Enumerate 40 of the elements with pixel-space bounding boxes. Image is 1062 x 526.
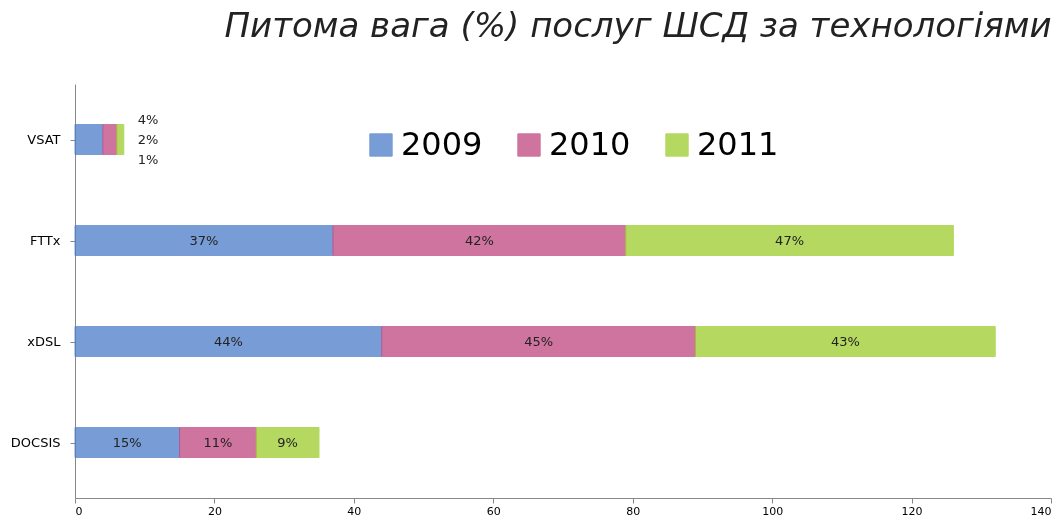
chart-title: Питома вага (%) послуг ШСД за технологіями	[224, 5, 1052, 45]
data-label: 4%	[137, 111, 159, 127]
bar	[625, 225, 954, 256]
data-label: 47%	[775, 232, 805, 248]
data-label: 1%	[137, 151, 159, 167]
x-tick-label: 100	[762, 504, 784, 518]
legend-label: 2010	[549, 125, 631, 163]
y-tick-label: xDSL	[27, 334, 62, 349]
data-label: 44%	[213, 333, 243, 349]
bar	[255, 427, 320, 458]
bar	[179, 427, 257, 458]
data-label: 37%	[189, 232, 219, 248]
x-tick-label: 0	[75, 504, 83, 518]
data-label: 43%	[830, 333, 860, 349]
x-tick-label: 80	[626, 504, 641, 518]
bar	[74, 124, 104, 155]
y-tick-label: VSAT	[27, 132, 61, 147]
data-label: 42%	[464, 232, 494, 248]
bar	[74, 326, 383, 357]
bar	[74, 427, 181, 458]
bar	[102, 124, 118, 155]
data-label: 11%	[203, 434, 233, 450]
bar	[116, 124, 125, 155]
x-tick-label: 20	[207, 504, 222, 518]
bar	[694, 326, 996, 357]
data-label: 45%	[524, 333, 554, 349]
legend-label: 2011	[697, 125, 779, 163]
x-tick-label: 140	[1030, 504, 1052, 518]
bar	[332, 225, 627, 256]
bar	[74, 225, 334, 256]
x-tick-label: 60	[486, 504, 501, 518]
data-label: 15%	[112, 434, 142, 450]
x-tick-label: 40	[347, 504, 362, 518]
y-tick-label: DOCSIS	[10, 435, 61, 450]
x-tick-label: 120	[901, 504, 923, 518]
y-tick-label: FTTx	[29, 233, 61, 248]
legend-label: 2009	[401, 125, 483, 163]
bar	[381, 326, 696, 357]
data-label: 9%	[277, 434, 298, 450]
data-label: 2%	[137, 131, 159, 147]
